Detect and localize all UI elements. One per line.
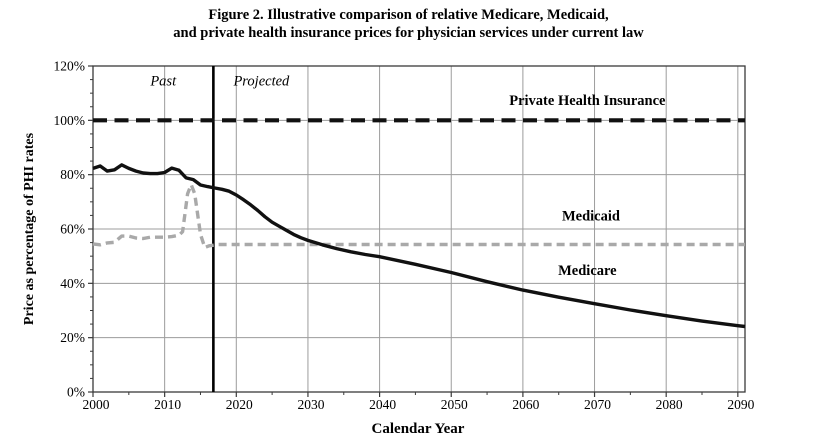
x-axis-tick-label: 2010: [154, 397, 181, 412]
figure-title-line1: Figure 2. Illustrative comparison of rel…: [208, 7, 609, 23]
figure-title-line2: and private health insurance prices for …: [173, 25, 644, 41]
y-axis-tick-label: 120%: [54, 59, 86, 74]
y-axis-tick-label: 40%: [60, 276, 85, 291]
figure-title: Figure 2. Illustrative comparison of rel…: [0, 6, 817, 42]
chart-annotation: Private Health Insurance: [509, 93, 666, 109]
chart-annotation: Past: [149, 74, 177, 90]
x-axis-tick-label: 2060: [512, 397, 539, 412]
y-axis-tick-label: 80%: [60, 167, 85, 182]
chart-annotation: Projected: [232, 74, 290, 90]
medicaid-line: [92, 183, 745, 250]
y-axis-tick-label: 20%: [60, 330, 85, 345]
x-axis-tick-label: 2050: [441, 397, 468, 412]
chart-annotation: Medicare: [558, 263, 617, 279]
chart-annotation: Medicaid: [562, 208, 620, 224]
medicare-line: [92, 163, 746, 329]
x-axis-tick-label: 2020: [226, 397, 253, 412]
x-axis-tick-label: 2030: [297, 397, 324, 412]
y-axis-tick-label: 60%: [60, 222, 85, 237]
y-axis-title: Price as percentage of PHI rates: [22, 132, 37, 325]
x-axis-title: Calendar Year: [372, 421, 465, 437]
x-axis-tick-label: 2090: [727, 397, 754, 412]
x-axis-tick-label: 2040: [369, 397, 396, 412]
x-axis-tick-label: 2080: [656, 397, 683, 412]
x-axis-tick-label: 2070: [584, 397, 611, 412]
y-axis-tick-label: 100%: [54, 113, 86, 128]
x-axis-tick-label: 2000: [83, 397, 110, 412]
y-axis-tick-label: 0%: [67, 385, 85, 400]
